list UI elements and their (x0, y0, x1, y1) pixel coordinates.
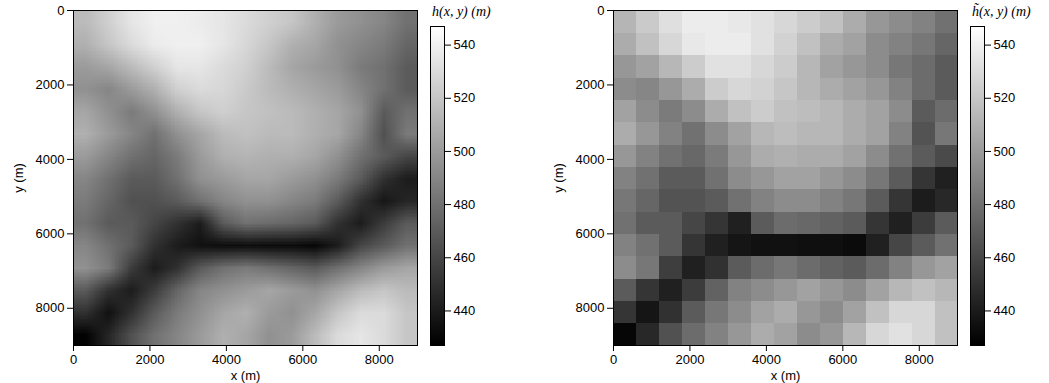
svg-text:6000: 6000 (288, 352, 317, 367)
svg-text:0: 0 (57, 3, 64, 18)
svg-text:4000: 4000 (576, 152, 605, 167)
svg-text:8000: 8000 (576, 300, 605, 315)
svg-text:x (m): x (m) (771, 368, 801, 383)
svg-text:500: 500 (994, 144, 1016, 159)
html-text:h̃(x, y) (m): h̃(x, y) (m) (972, 4, 1031, 19)
svg-text:6000: 6000 (36, 226, 65, 241)
svg-text:x (m): x (m) (231, 368, 261, 383)
svg-text:6000: 6000 (576, 226, 605, 241)
svg-text:2000: 2000 (135, 352, 164, 367)
svg-text:8000: 8000 (365, 352, 394, 367)
svg-text:460: 460 (454, 250, 476, 265)
svg-text:520: 520 (454, 90, 476, 105)
svg-text:440: 440 (994, 303, 1016, 318)
svg-text:4000: 4000 (212, 352, 241, 367)
svg-text:480: 480 (454, 197, 476, 212)
svg-text:2000: 2000 (675, 352, 704, 367)
svg-text:540: 540 (994, 37, 1016, 52)
svg-text:2000: 2000 (576, 77, 605, 92)
svg-text:8000: 8000 (36, 300, 65, 315)
svg-text:540: 540 (454, 37, 476, 52)
svg-text:0: 0 (597, 3, 604, 18)
svg-text:0: 0 (610, 352, 617, 367)
svg-text:y (m): y (m) (11, 163, 26, 193)
html-text:h(x, y) (m): h(x, y) (m) (432, 4, 491, 19)
svg-text:480: 480 (994, 197, 1016, 212)
svg-text:4000: 4000 (752, 352, 781, 367)
svg-text:460: 460 (994, 250, 1016, 265)
svg-text:y (m): y (m) (551, 163, 566, 193)
svg-text:520: 520 (994, 90, 1016, 105)
svg-text:4000: 4000 (36, 152, 65, 167)
svg-text:8000: 8000 (905, 352, 934, 367)
svg-text:6000: 6000 (828, 352, 857, 367)
svg-text:0: 0 (70, 352, 77, 367)
svg-text:500: 500 (454, 144, 476, 159)
svg-text:2000: 2000 (36, 77, 65, 92)
svg-text:440: 440 (454, 303, 476, 318)
